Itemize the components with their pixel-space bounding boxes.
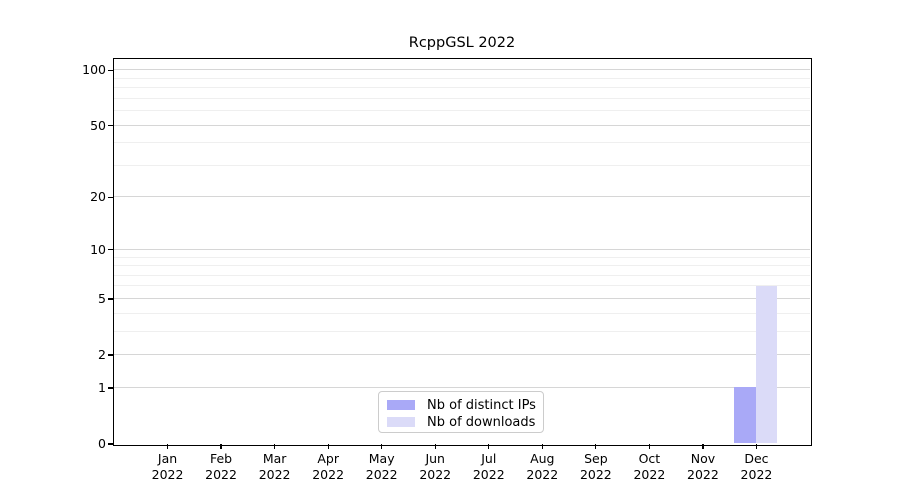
- legend-item-distinct-ips: Nb of distinct IPs: [387, 397, 536, 413]
- x-tick-label: Oct 2022: [633, 451, 666, 482]
- legend-swatch-downloads: [387, 417, 415, 427]
- legend-label-downloads: Nb of downloads: [427, 414, 536, 430]
- x-tick: [755, 444, 758, 449]
- y-tick-label: 2: [98, 347, 106, 363]
- x-tick: [488, 444, 490, 449]
- x-tick-label: Mar 2022: [258, 451, 291, 482]
- y-gridline-minor: [113, 110, 810, 112]
- y-tick-label: 50: [90, 117, 106, 133]
- y-gridline-minor: [113, 330, 810, 332]
- y-gridline-major: [113, 297, 810, 299]
- y-tick: [108, 124, 113, 127]
- x-tick-label: Sep 2022: [579, 451, 612, 482]
- y-gridline-major: [113, 124, 810, 126]
- chart-title: RcppGSL 2022: [408, 35, 516, 51]
- y-tick-label: 20: [90, 189, 106, 205]
- x-tick: [702, 444, 704, 449]
- x-tick: [327, 444, 329, 449]
- y-tick: [108, 196, 113, 199]
- x-tick: [273, 444, 276, 449]
- y-tick-label: 0: [98, 436, 106, 451]
- y-tick-label: 10: [90, 241, 106, 257]
- y-gridline-minor: [113, 87, 810, 89]
- x-tick: [595, 444, 597, 449]
- y-gridline-minor: [113, 274, 810, 276]
- legend: Nb of distinct IPs Nb of downloads: [378, 391, 544, 433]
- x-tick-label: May 2022: [365, 451, 398, 482]
- x-tick: [166, 444, 169, 449]
- y-gridline-major: [113, 248, 810, 250]
- legend-swatch-distinct-ips: [387, 400, 415, 410]
- y-gridline-minor: [113, 256, 810, 258]
- y-tick: [108, 249, 113, 251]
- y-gridline-minor: [113, 77, 810, 79]
- bar-downloads: [755, 285, 778, 444]
- y-tick: [108, 298, 113, 300]
- y-gridline-major: [113, 354, 810, 356]
- y-tick: [108, 387, 113, 389]
- legend-label-distinct-ips: Nb of distinct IPs: [427, 397, 536, 413]
- y-gridline-major: [113, 69, 810, 71]
- x-tick-label: Jan 2022: [151, 451, 184, 482]
- x-tick-label: Jun 2022: [419, 451, 452, 482]
- y-gridline-minor: [113, 312, 810, 314]
- x-tick-label: Apr 2022: [312, 451, 345, 482]
- x-tick: [648, 444, 651, 449]
- y-tick-label: 1: [98, 379, 106, 395]
- x-tick: [381, 444, 383, 449]
- y-tick-label: 100: [82, 62, 106, 78]
- y-tick: [108, 69, 113, 71]
- x-tick-label: Jul 2022: [472, 451, 505, 482]
- plot-area: [112, 57, 812, 446]
- legend-item-downloads: Nb of downloads: [387, 414, 535, 430]
- x-tick: [220, 444, 222, 449]
- x-tick: [541, 444, 543, 449]
- x-tick-label: Dec 2022: [740, 451, 773, 482]
- y-gridline-minor: [113, 164, 810, 166]
- y-gridline-major: [113, 386, 810, 388]
- y-tick: [108, 443, 113, 445]
- y-tick: [108, 354, 113, 356]
- x-tick: [434, 444, 436, 449]
- y-gridline-minor: [113, 285, 810, 287]
- y-gridline-minor: [113, 97, 810, 99]
- x-tick-label: Nov 2022: [687, 451, 719, 482]
- y-gridline-minor: [113, 142, 810, 144]
- y-gridline-major: [113, 196, 810, 198]
- bar-distinct-ips: [734, 387, 756, 444]
- y-gridline-minor: [113, 265, 810, 267]
- x-tick-label: Feb 2022: [205, 451, 237, 482]
- y-tick-label: 5: [98, 290, 106, 306]
- x-tick-label: Aug 2022: [526, 451, 559, 482]
